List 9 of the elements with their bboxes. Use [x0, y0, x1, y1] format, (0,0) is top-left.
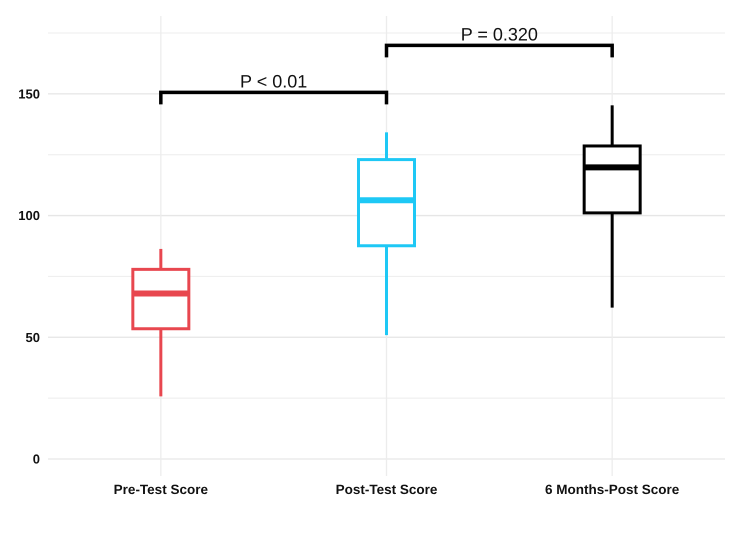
y-tick-label: 150	[18, 86, 40, 102]
y-tick-label: 100	[18, 208, 40, 224]
y-tick-label: 0	[32, 452, 40, 467]
x-tick-label: Post-Test Score	[336, 482, 438, 497]
annotation: P < 0.01	[240, 71, 308, 92]
annotation: P = 0.320	[460, 24, 538, 44]
x-tick-label: 6 Months-Post Score	[545, 482, 680, 497]
x-tick-label: Pre-Test Score	[114, 482, 208, 497]
y-tick-label: 50	[26, 330, 40, 345]
